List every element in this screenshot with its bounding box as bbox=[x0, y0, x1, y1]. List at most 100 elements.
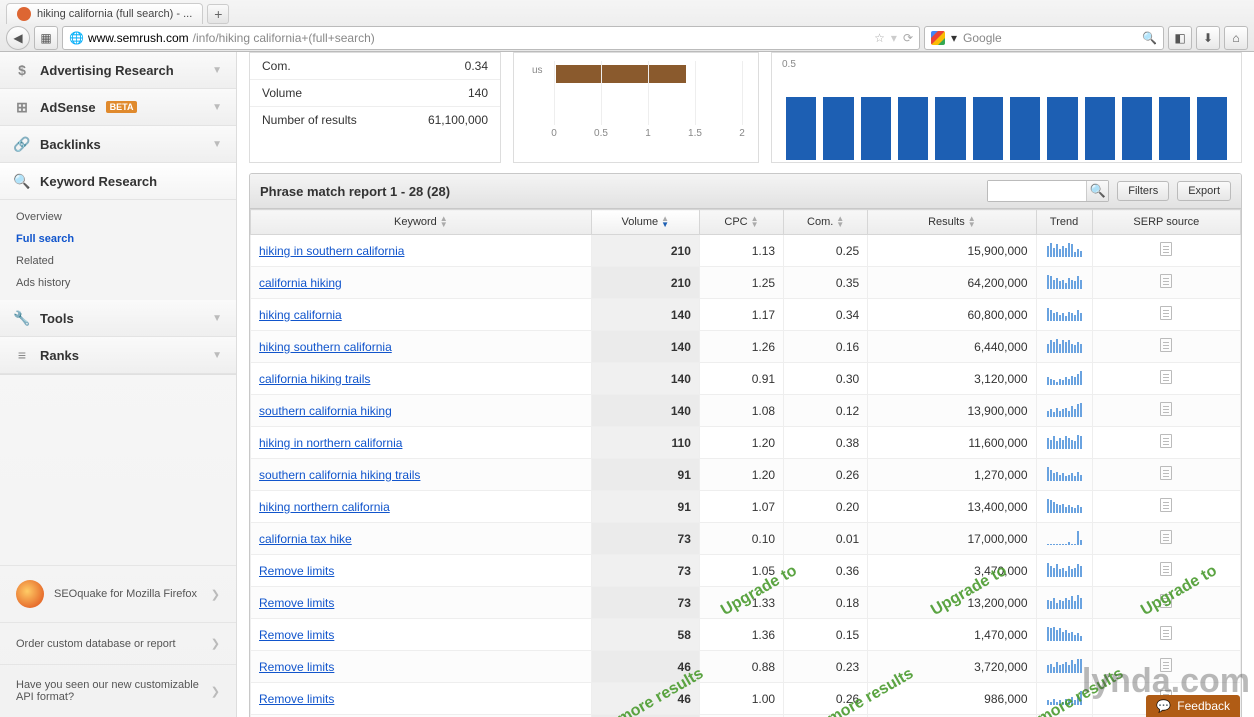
sidebar-toggle-button[interactable]: ▦ bbox=[34, 26, 58, 50]
back-button[interactable]: ◀ bbox=[6, 26, 30, 50]
cell-com: 0.30 bbox=[784, 363, 868, 395]
chart-bar bbox=[1197, 97, 1227, 160]
cell-serp[interactable] bbox=[1092, 555, 1240, 587]
sidebar-subitem[interactable]: Ads history bbox=[0, 272, 236, 294]
sidebar-item-label: Ranks bbox=[40, 348, 79, 363]
keyword-link[interactable]: hiking southern california bbox=[259, 340, 392, 354]
url-bar[interactable]: 🌐 www.semrush.com/info/hiking california… bbox=[62, 26, 920, 50]
keyword-link[interactable]: hiking northern california bbox=[259, 500, 390, 514]
keyword-link[interactable]: Remove limits bbox=[259, 660, 334, 674]
promo-seoquake[interactable]: SEOquake for Mozilla Firefox ❯ bbox=[0, 565, 236, 622]
cell-serp[interactable] bbox=[1092, 427, 1240, 459]
sidebar-item-backlinks[interactable]: 🔗 Backlinks ▼ bbox=[0, 126, 236, 163]
filters-button[interactable]: Filters bbox=[1117, 181, 1169, 201]
keyword-link[interactable]: Remove limits bbox=[259, 628, 334, 642]
column-header[interactable]: Trend bbox=[1036, 210, 1092, 235]
cell-cpc: 1.07 bbox=[699, 491, 783, 523]
search-icon[interactable]: 🔍 bbox=[1142, 31, 1157, 45]
sidebar-item-tools[interactable]: 🔧 Tools ▼ bbox=[0, 300, 236, 337]
keyword-link[interactable]: southern california hiking trails bbox=[259, 468, 420, 482]
column-header[interactable]: SERP source bbox=[1092, 210, 1240, 235]
nav-bar: ◀ ▦ 🌐 www.semrush.com/info/hiking califo… bbox=[0, 24, 1254, 52]
browser-search-box[interactable]: ▾ Google 🔍 bbox=[924, 26, 1164, 50]
column-header[interactable]: CPC▲▼ bbox=[699, 210, 783, 235]
cell-serp[interactable] bbox=[1092, 651, 1240, 683]
sidebar-subitem[interactable]: Full search bbox=[0, 228, 236, 250]
new-tab-button[interactable]: + bbox=[207, 4, 229, 24]
keyword-link[interactable]: Remove limits bbox=[259, 564, 334, 578]
report-panel: Phrase match report 1 - 28 (28) 🔍 Filter… bbox=[249, 173, 1242, 717]
sidebar-item-adsense[interactable]: ⊞ AdSense BETA ▼ bbox=[0, 89, 236, 126]
cell-serp[interactable] bbox=[1092, 395, 1240, 427]
chart-bar bbox=[898, 97, 928, 160]
bookmark-icon[interactable]: ☆ bbox=[874, 31, 885, 45]
keyword-link[interactable]: southern california hiking bbox=[259, 404, 392, 418]
sidebar-item-keyword-research[interactable]: 🔍 Keyword Research bbox=[0, 163, 236, 200]
cell-serp[interactable] bbox=[1092, 363, 1240, 395]
sidebar: $ Advertising Research ▼ ⊞ AdSense BETA … bbox=[0, 52, 237, 717]
document-icon bbox=[1160, 242, 1172, 256]
keyword-link[interactable]: hiking in southern california bbox=[259, 244, 404, 258]
keyword-link[interactable]: california hiking bbox=[259, 276, 342, 290]
cell-com: 0.15 bbox=[784, 619, 868, 651]
cell-com: 0.34 bbox=[784, 299, 868, 331]
cell-cpc: 1.33 bbox=[699, 587, 783, 619]
cell-trend bbox=[1036, 267, 1092, 299]
report-search[interactable]: 🔍 bbox=[987, 180, 1109, 202]
report-search-button[interactable]: 🔍 bbox=[1086, 181, 1108, 201]
sidebar-item-ranks[interactable]: ≡ Ranks ▼ bbox=[0, 337, 236, 374]
cell-serp[interactable] bbox=[1092, 331, 1240, 363]
table-row: hiking california 140 1.17 0.34 60,800,0… bbox=[251, 299, 1241, 331]
cell-serp[interactable] bbox=[1092, 267, 1240, 299]
sidebar-subitem[interactable]: Overview bbox=[0, 206, 236, 228]
sidebar-item-label: Tools bbox=[40, 311, 74, 326]
y-axis-label: 0.5 bbox=[782, 59, 1231, 70]
column-header[interactable]: Results▲▼ bbox=[868, 210, 1036, 235]
chart-bar bbox=[1085, 97, 1115, 160]
keyword-link[interactable]: Remove limits bbox=[259, 596, 334, 610]
extension-button[interactable]: ◧ bbox=[1168, 26, 1192, 50]
sidebar-subitem[interactable]: Related bbox=[0, 250, 236, 272]
cell-trend bbox=[1036, 651, 1092, 683]
cell-serp[interactable] bbox=[1092, 459, 1240, 491]
report-search-input[interactable] bbox=[988, 181, 1086, 201]
column-header[interactable]: Com.▲▼ bbox=[784, 210, 868, 235]
cell-serp[interactable] bbox=[1092, 619, 1240, 651]
cell-com: 0.16 bbox=[784, 331, 868, 363]
cell-serp[interactable] bbox=[1092, 491, 1240, 523]
column-header[interactable]: Volume▲▼ bbox=[591, 210, 699, 235]
export-button[interactable]: Export bbox=[1177, 181, 1231, 201]
keyword-link[interactable]: california tax hike bbox=[259, 532, 352, 546]
cell-volume: 140 bbox=[591, 331, 699, 363]
keyword-link[interactable]: hiking in northern california bbox=[259, 436, 402, 450]
promo-custom-db[interactable]: Order custom database or report ❯ bbox=[0, 622, 236, 664]
cell-trend bbox=[1036, 427, 1092, 459]
wrench-icon: 🔧 bbox=[14, 310, 30, 326]
tab-title: hiking california (full search) - ... bbox=[37, 8, 192, 20]
feedback-button[interactable]: 💬 Feedback bbox=[1146, 695, 1240, 717]
cell-cpc: 1.08 bbox=[699, 395, 783, 427]
cell-serp[interactable] bbox=[1092, 523, 1240, 555]
downloads-button[interactable]: ⬇ bbox=[1196, 26, 1220, 50]
promo-api[interactable]: Have you seen our new customizable API f… bbox=[0, 664, 236, 717]
cell-trend bbox=[1036, 331, 1092, 363]
link-icon: 🔗 bbox=[14, 136, 30, 152]
cell-serp[interactable] bbox=[1092, 299, 1240, 331]
cell-trend bbox=[1036, 235, 1092, 267]
feedback-label: Feedback bbox=[1177, 699, 1230, 713]
reload-icon[interactable]: ⟳ bbox=[903, 31, 913, 45]
column-header[interactable]: Keyword▲▼ bbox=[251, 210, 592, 235]
keyword-link[interactable]: Remove limits bbox=[259, 692, 334, 706]
browser-tab[interactable]: hiking california (full search) - ... bbox=[6, 3, 203, 24]
chevron-down-icon: ▼ bbox=[212, 102, 222, 113]
home-button[interactable]: ⌂ bbox=[1224, 26, 1248, 50]
chart-bar bbox=[973, 97, 1003, 160]
keyword-link[interactable]: california hiking trails bbox=[259, 372, 370, 386]
cell-trend bbox=[1036, 395, 1092, 427]
document-icon bbox=[1160, 370, 1172, 384]
keyword-link[interactable]: hiking california bbox=[259, 308, 342, 322]
sidebar-item-advertising[interactable]: $ Advertising Research ▼ bbox=[0, 52, 236, 89]
cell-serp[interactable] bbox=[1092, 587, 1240, 619]
sidebar-item-label: Keyword Research bbox=[40, 174, 157, 189]
cell-serp[interactable] bbox=[1092, 235, 1240, 267]
